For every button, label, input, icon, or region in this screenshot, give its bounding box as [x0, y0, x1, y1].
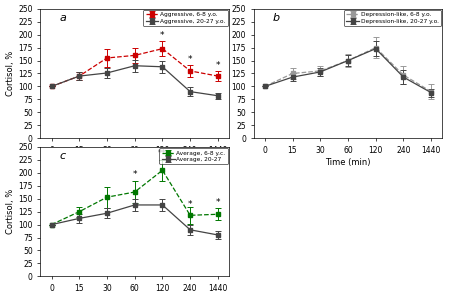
- Y-axis label: Cortisol, %: Cortisol, %: [6, 51, 16, 96]
- Legend: Average, 6-8 y.c., Average, 20-27: Average, 6-8 y.c., Average, 20-27: [159, 148, 228, 164]
- Text: *: *: [160, 31, 165, 40]
- Legend: Aggressive, 6-8 y.o., Aggressive, 20-27 y.o.: Aggressive, 6-8 y.o., Aggressive, 20-27 …: [143, 10, 228, 26]
- Text: *: *: [188, 200, 193, 209]
- Text: *: *: [188, 55, 193, 64]
- Legend: Depression-like, 6-8 y.o., Depression-like, 20-27 y.o.: Depression-like, 6-8 y.o., Depression-li…: [344, 10, 441, 26]
- Y-axis label: Cortisol, %: Cortisol, %: [6, 189, 16, 234]
- Text: *: *: [216, 198, 220, 207]
- Text: **: **: [158, 149, 167, 158]
- Text: b: b: [273, 13, 280, 23]
- Text: *: *: [132, 170, 137, 179]
- X-axis label: Time (min): Time (min): [112, 158, 158, 167]
- X-axis label: Time (min): Time (min): [325, 158, 371, 167]
- Text: *: *: [216, 61, 220, 70]
- Text: a: a: [60, 13, 66, 23]
- Text: c: c: [60, 151, 66, 161]
